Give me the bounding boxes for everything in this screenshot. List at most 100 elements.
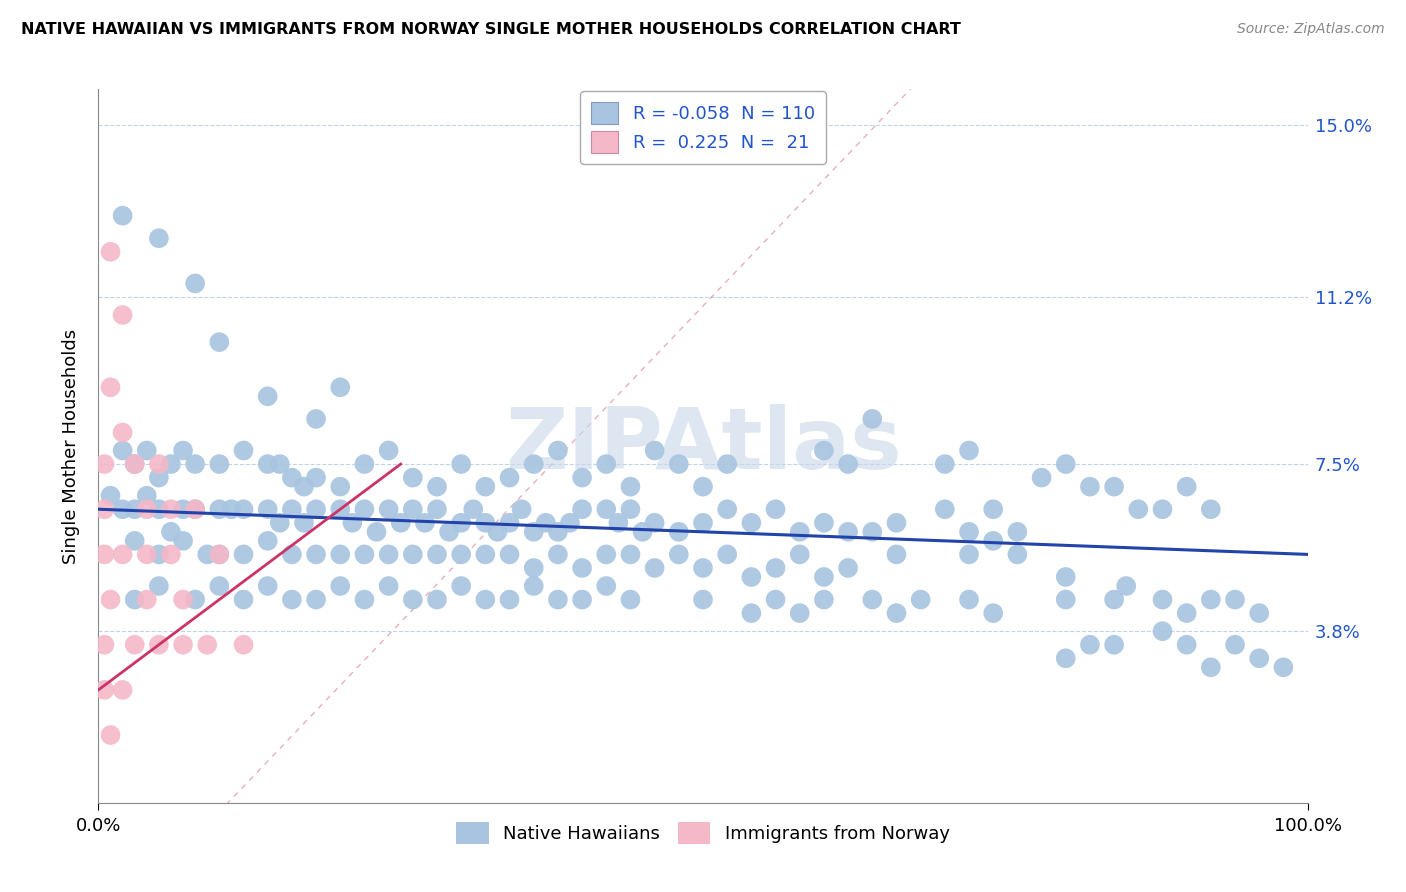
Point — [619, 592, 641, 607]
Point — [631, 524, 654, 539]
Point — [789, 524, 811, 539]
Point — [1249, 651, 1271, 665]
Point — [1199, 592, 1222, 607]
Point — [100, 489, 122, 503]
Point — [160, 524, 183, 539]
Point — [523, 579, 546, 593]
Point — [1054, 570, 1077, 584]
Point — [111, 308, 134, 322]
Point — [269, 457, 291, 471]
Point — [305, 548, 328, 562]
Point — [450, 457, 472, 471]
Point — [523, 524, 546, 539]
Point — [148, 548, 170, 562]
Point — [353, 502, 375, 516]
Point — [184, 502, 207, 516]
Point — [184, 457, 207, 471]
Point — [571, 561, 593, 575]
Point — [789, 606, 811, 620]
Point — [547, 548, 569, 562]
Point — [571, 592, 593, 607]
Point — [1175, 480, 1198, 494]
Point — [547, 443, 569, 458]
Point — [607, 516, 630, 530]
Point — [208, 502, 231, 516]
Point — [93, 502, 115, 516]
Point — [148, 231, 170, 245]
Point — [437, 524, 460, 539]
Point — [692, 516, 714, 530]
Point — [221, 502, 243, 516]
Point — [292, 516, 315, 530]
Point — [510, 502, 533, 516]
Point — [402, 592, 425, 607]
Point — [860, 524, 883, 539]
Point — [232, 548, 254, 562]
Point — [1102, 480, 1125, 494]
Point — [860, 412, 883, 426]
Point — [1007, 548, 1029, 562]
Point — [402, 502, 425, 516]
Point — [1272, 660, 1295, 674]
Point — [353, 548, 375, 562]
Point — [160, 548, 183, 562]
Point — [111, 548, 134, 562]
Point — [160, 457, 183, 471]
Point — [1054, 457, 1077, 471]
Point — [329, 548, 352, 562]
Point — [100, 244, 122, 259]
Point — [860, 592, 883, 607]
Point — [910, 592, 932, 607]
Point — [377, 443, 399, 458]
Point — [558, 516, 581, 530]
Point — [1128, 502, 1150, 516]
Point — [184, 502, 207, 516]
Point — [837, 524, 859, 539]
Point — [305, 592, 328, 607]
Point — [329, 480, 352, 494]
Point — [208, 335, 231, 350]
Point — [813, 570, 835, 584]
Point — [195, 548, 218, 562]
Point — [619, 548, 641, 562]
Point — [934, 502, 956, 516]
Point — [450, 548, 472, 562]
Point — [100, 728, 122, 742]
Point — [305, 412, 328, 426]
Legend: Native Hawaiians, Immigrants from Norway: Native Hawaiians, Immigrants from Norway — [449, 814, 957, 851]
Point — [789, 548, 811, 562]
Point — [571, 502, 593, 516]
Point — [1152, 592, 1174, 607]
Point — [981, 502, 1004, 516]
Point — [474, 480, 496, 494]
Point — [281, 548, 304, 562]
Point — [329, 579, 352, 593]
Point — [740, 606, 762, 620]
Point — [232, 638, 254, 652]
Point — [957, 592, 980, 607]
Point — [329, 502, 352, 516]
Point — [837, 561, 859, 575]
Point — [377, 502, 399, 516]
Point — [124, 457, 146, 471]
Point — [281, 470, 304, 484]
Point — [100, 380, 122, 394]
Point — [547, 592, 569, 607]
Point — [1102, 592, 1125, 607]
Point — [692, 480, 714, 494]
Point — [1007, 524, 1029, 539]
Point — [1115, 579, 1137, 593]
Point — [765, 502, 787, 516]
Point — [148, 470, 170, 484]
Point — [232, 592, 254, 607]
Point — [981, 533, 1004, 548]
Point — [377, 548, 399, 562]
Point — [124, 638, 146, 652]
Point — [957, 524, 980, 539]
Point — [813, 516, 835, 530]
Point — [135, 502, 157, 516]
Point — [329, 380, 352, 394]
Point — [668, 548, 690, 562]
Point — [523, 457, 546, 471]
Point — [486, 524, 509, 539]
